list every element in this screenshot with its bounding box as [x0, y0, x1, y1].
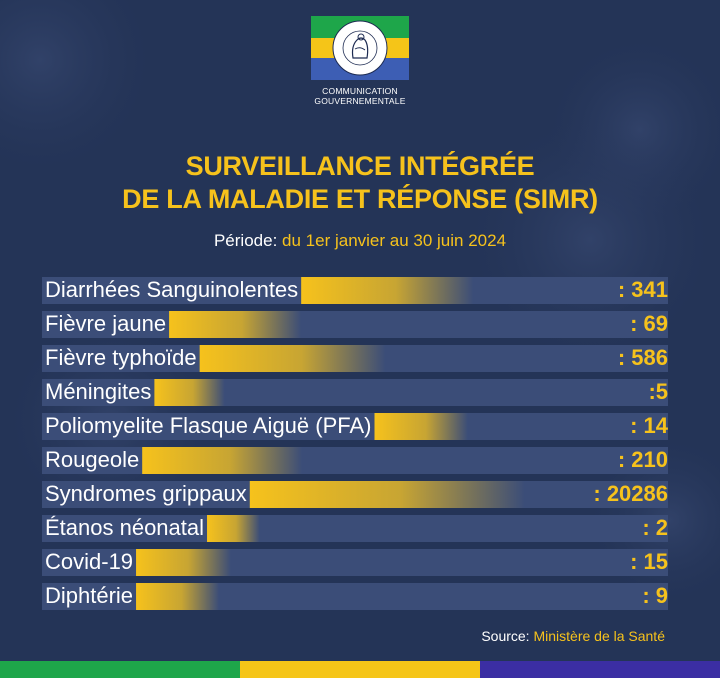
page-title: SURVEILLANCE INTÉGRÉE DE LA MALADIE ET R…: [0, 150, 720, 216]
bar: [136, 549, 231, 576]
category-label: Syndromes grippaux: [45, 481, 247, 506]
source-value: Ministère de la Santé: [533, 628, 665, 644]
period-line: Période: du 1er janvier au 30 juin 2024: [0, 231, 720, 251]
category-label: Diarrhées Sanguinolentes: [45, 277, 299, 302]
value-label: : 586: [617, 345, 668, 370]
green-stripe: [0, 661, 240, 678]
value-label: : 2: [642, 515, 668, 540]
value-label: : 9: [642, 583, 668, 608]
category-label: Rougeole: [45, 447, 140, 472]
bar-track: [42, 413, 668, 440]
category-label: Poliomyelite Flasque Aiguë (PFA): [45, 413, 372, 438]
government-logo: [311, 16, 409, 80]
bar-chart-svg: [42, 277, 668, 610]
bar: [207, 515, 260, 542]
bar-track: [42, 311, 668, 338]
bar-track: [42, 583, 668, 610]
value-label: :5: [648, 379, 668, 404]
category-label: Diphtérie: [45, 583, 134, 608]
category-label: Méningites: [45, 379, 152, 404]
bar-track: [42, 379, 668, 406]
yellow-stripe: [240, 661, 480, 678]
bar-track: [42, 549, 668, 576]
caption-line-2: GOUVERNEMENTALE: [314, 96, 406, 106]
cases-bar-chart: Diarrhées Sanguinolentes : 341 Fièvre jaun…: [0, 275, 720, 620]
period-label: Période:: [213, 231, 278, 250]
blue-stripe: [480, 661, 720, 678]
bar: [301, 277, 474, 304]
bar: [249, 481, 525, 508]
bar: [142, 447, 303, 474]
value-label: : 341: [617, 277, 668, 302]
bar-track: [42, 515, 668, 542]
category-label: Étanos néonatal: [45, 515, 205, 540]
bar: [154, 379, 225, 406]
bar: [374, 413, 468, 440]
value-label: : 69: [630, 311, 668, 336]
value-label: : 20286: [593, 481, 668, 506]
category-label: Covid-19: [45, 549, 134, 574]
logo-caption: COMMUNICATION GOUVERNEMENTALE: [290, 86, 430, 106]
title-line-1: SURVEILLANCE INTÉGRÉE: [185, 151, 535, 181]
value-label: : 14: [630, 413, 668, 438]
title-line-2: DE LA MALADIE ET RÉPONSE (SIMR): [122, 184, 598, 214]
bar: [199, 345, 386, 372]
bar: [136, 583, 220, 610]
category-label: Fièvre jaune: [45, 311, 167, 336]
source-label: Source:: [481, 628, 530, 644]
source-line: Source: Ministère de la Santé: [481, 628, 665, 644]
bar: [169, 311, 302, 338]
value-label: : 210: [617, 447, 668, 472]
gabon-flag-emblem-icon: [311, 16, 409, 80]
period-value: du 1er janvier au 30 juin 2024: [282, 231, 507, 250]
caption-line-1: COMMUNICATION: [322, 86, 398, 96]
value-label: : 15: [630, 549, 668, 574]
category-label: Fièvre typhoïde: [45, 345, 197, 370]
